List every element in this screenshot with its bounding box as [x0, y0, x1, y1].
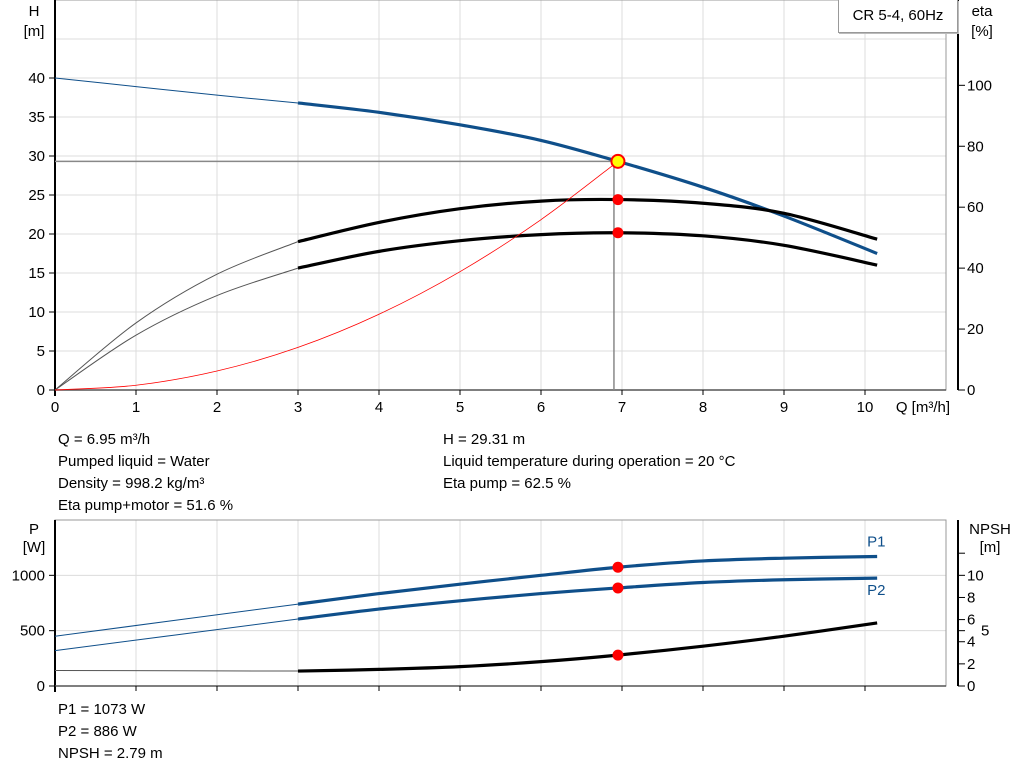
x-tick-label: 4 [375, 399, 383, 416]
info-head: H = 29.31 m [443, 431, 526, 448]
series-system-curve [54, 161, 619, 391]
info-npsh: NPSH = 2.79 m [58, 745, 163, 762]
x-tick-label: 8 [699, 399, 707, 416]
y-axis-label-left: [m] [24, 23, 45, 40]
y-tick-label-left: 0 [37, 382, 45, 399]
y-axis-label-left: [W] [23, 539, 46, 556]
series-eta-pump [297, 197, 878, 244]
x-tick-label: 2 [213, 399, 221, 416]
series-eta-pump-motor [297, 231, 878, 270]
y-tick-label-right: 20 [967, 321, 984, 338]
y-tick-label-right: 10 [967, 567, 984, 584]
series-P2-extrapolated [54, 618, 299, 652]
y-axis-label-right: eta [972, 3, 994, 20]
y-tick-label-right: 60 [967, 199, 984, 216]
info-block-top-left: Q = 6.95 m³/h Pumped liquid = Water Dens… [58, 429, 233, 517]
series-P1-extrapolated [54, 603, 299, 637]
series-H-extrapolated [54, 77, 299, 104]
info-temperature: Liquid temperature during operation = 20… [443, 453, 736, 470]
y-tick-label-right: 6 [967, 612, 975, 629]
y-tick-label-left: 35 [28, 109, 45, 126]
y-tick-label-left: 40 [28, 70, 45, 87]
y-tick-label-right: 0 [967, 678, 975, 695]
duty-marker-eta-pump [612, 194, 624, 206]
info-liquid: Pumped liquid = Water [58, 453, 210, 470]
info-p1: P1 = 1073 W [58, 701, 146, 718]
y-axis-label-right: [m] [980, 539, 1001, 556]
y-tick-label-right: 5 [981, 623, 989, 640]
y-tick-label-left: 500 [20, 623, 45, 640]
x-tick-label: 1 [132, 399, 140, 416]
info-flow: Q = 6.95 m³/h [58, 431, 151, 448]
y-tick-label-left: 10 [28, 304, 45, 321]
y-axis-label-right: [%] [971, 23, 993, 40]
info-density: Density = 998.2 kg/m³ [58, 475, 205, 492]
y-tick-label-right: 100 [967, 77, 992, 94]
y-tick-label-left: 15 [28, 265, 45, 282]
info-block-top-right: H = 29.31 m Liquid temperature during op… [443, 429, 735, 495]
y-tick-label-left: 20 [28, 226, 45, 243]
info-eta-pump-motor: Eta pump+motor = 51.6 % [58, 497, 234, 514]
y-axis-label-left: H [29, 3, 40, 20]
chart-title-box: CR 5-4, 60Hz [838, 0, 958, 33]
y-tick-label-right: 80 [967, 138, 984, 155]
y-axis-label-left: P [29, 521, 39, 538]
duty-marker-npsh [612, 649, 624, 661]
y-tick-label-left: 0 [37, 678, 45, 695]
series-P2 [297, 576, 878, 621]
chart-title: CR 5-4, 60Hz [852, 7, 944, 24]
x-tick-label: 10 [857, 399, 874, 416]
x-tick-label: 9 [780, 399, 788, 416]
y-tick-label-right: 40 [967, 260, 984, 277]
x-tick-label: 0 [51, 399, 59, 416]
y-tick-label-left: 5 [37, 343, 45, 360]
x-tick-label: 6 [537, 399, 545, 416]
series-NPSH-extrapolated [54, 670, 299, 672]
series-NPSH [297, 621, 878, 673]
y-tick-label-left: 25 [28, 187, 45, 204]
info-p2: P2 = 886 W [58, 723, 137, 740]
y-tick-label-right: 4 [967, 634, 975, 651]
duty-point-marker [610, 153, 626, 169]
info-block-bottom: P1 = 1073 W P2 = 886 W NPSH = 2.79 m [58, 699, 163, 765]
duty-marker-eta-pump-motor [612, 227, 624, 239]
series-eta-pump-motor-extrapolated [54, 267, 299, 391]
y-tick-label-left: 30 [28, 148, 45, 165]
duty-marker-p1 [612, 561, 624, 573]
series-P1 [297, 554, 878, 606]
x-tick-label: 3 [294, 399, 302, 416]
series-eta-pump-extrapolated [54, 241, 299, 391]
x-axis-label: Q [m³/h] [896, 399, 950, 416]
y-tick-label-right: 0 [967, 382, 975, 399]
plot-frame [54, 519, 947, 687]
y-tick-label-left: 1000 [12, 567, 45, 584]
duty-marker-p2 [612, 582, 624, 594]
info-eta-pump: Eta pump = 62.5 % [443, 475, 571, 492]
y-tick-label-right: 2 [967, 656, 975, 673]
series-label-P2: P2 [867, 582, 885, 599]
series-label-P1: P1 [867, 534, 885, 551]
x-tick-label: 7 [618, 399, 626, 416]
x-tick-label: 5 [456, 399, 464, 416]
y-tick-label-right: 8 [967, 589, 975, 606]
y-axis-label-right: NPSH [969, 521, 1011, 538]
series-H [297, 101, 878, 255]
